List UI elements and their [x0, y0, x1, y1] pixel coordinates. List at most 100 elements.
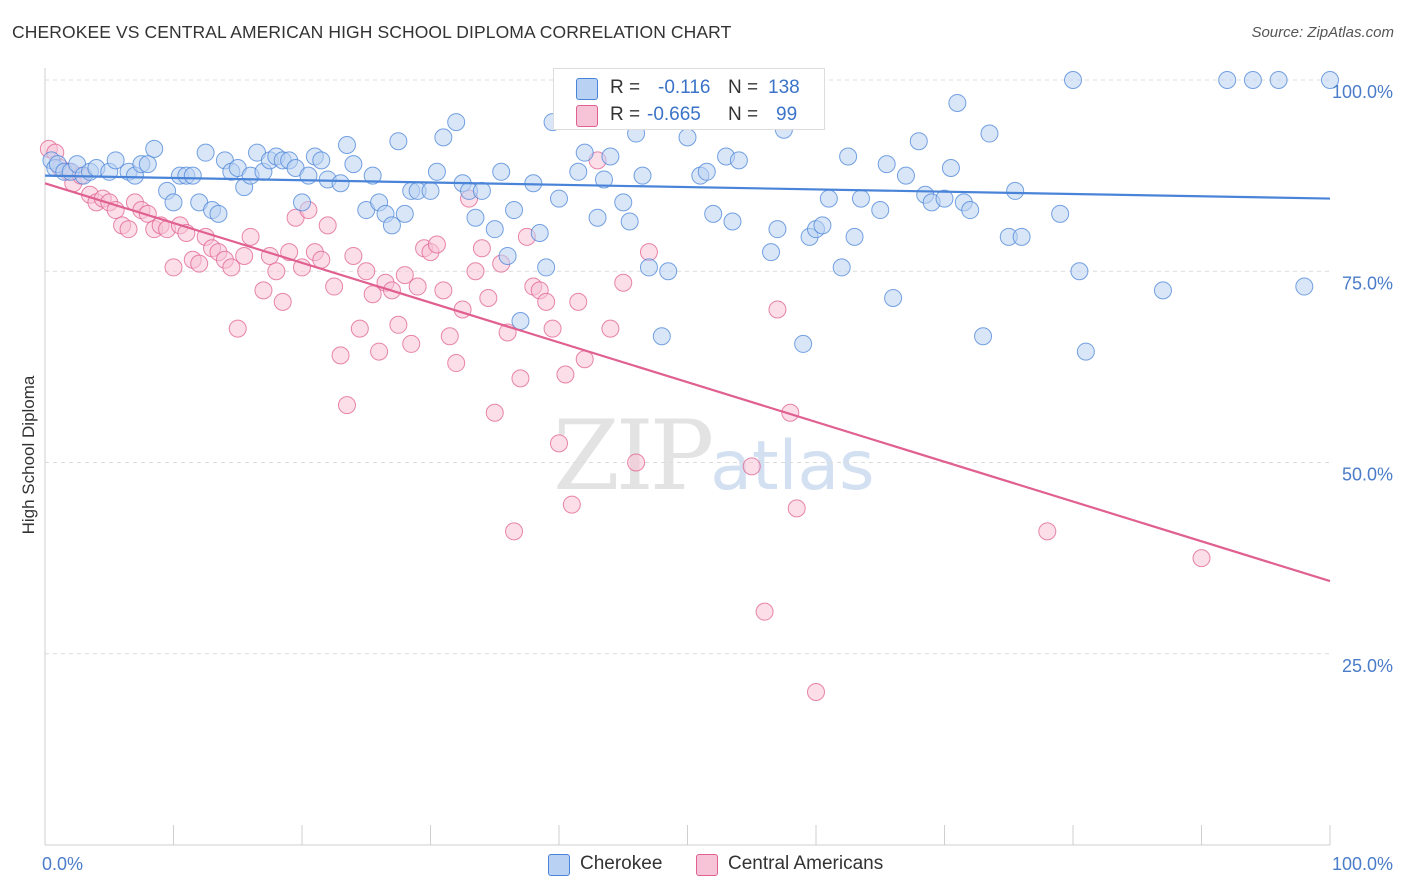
legend-r-value: -0.665: [647, 104, 701, 125]
cherokee-point: [851, 189, 870, 208]
cherokee-point: [1012, 227, 1031, 246]
central-americans-point: [479, 289, 498, 308]
legend-n-value: 99: [776, 104, 798, 125]
central-americans-point: [228, 319, 247, 338]
cherokee-point: [697, 162, 716, 181]
cherokee-point: [877, 155, 896, 174]
cherokee-point: [871, 201, 890, 220]
central-americans-point: [627, 453, 646, 472]
cherokee-point: [941, 158, 960, 177]
central-americans-point: [389, 315, 408, 334]
cherokee-point: [813, 216, 832, 235]
cherokee-point: [594, 170, 613, 189]
central-americans-trend-line: [44, 182, 1331, 583]
cherokee-point: [492, 162, 511, 181]
cherokee-point: [974, 327, 993, 346]
cherokee-point: [485, 220, 504, 239]
central-americans-point: [254, 281, 273, 300]
watermark: ZIPatlas: [553, 400, 875, 512]
x-tick-label: 0.0%: [42, 854, 83, 874]
central-americans-point: [440, 327, 459, 346]
cherokee-point: [337, 136, 356, 155]
cherokee-point: [550, 189, 568, 208]
cherokee-point: [896, 166, 915, 185]
central-americans-point: [408, 277, 427, 296]
cherokee-point: [614, 193, 633, 212]
cherokee-point: [762, 243, 781, 262]
cherokee-point: [832, 258, 851, 277]
cherokee-point: [1153, 281, 1172, 300]
central-americans-point: [768, 300, 787, 319]
central-americans-point: [466, 262, 485, 281]
central-americans-point: [273, 292, 292, 311]
trend-lines: [44, 174, 1331, 583]
cherokee-point: [395, 204, 414, 223]
cherokee-point: [909, 132, 928, 151]
cherokee-point: [530, 224, 549, 242]
legend-swatch-cherokee: [548, 854, 570, 876]
cherokee-point: [723, 212, 742, 231]
cherokee-point: [839, 147, 858, 166]
cherokee-point: [659, 262, 678, 281]
cherokee-point: [209, 204, 228, 223]
central-americans-point: [357, 262, 376, 281]
central-americans-point: [601, 319, 620, 338]
cherokee-point: [794, 334, 813, 353]
cherokee-point: [511, 311, 530, 330]
central-americans-point: [639, 243, 658, 262]
central-americans-point: [325, 277, 344, 296]
central-americans-point: [472, 239, 491, 258]
central-americans-point: [395, 266, 414, 285]
central-americans-point: [138, 204, 157, 223]
chart-title: CHEROKEE VS CENTRAL AMERICAN HIGH SCHOOL…: [12, 22, 732, 42]
central-americans-point: [1192, 549, 1211, 568]
y-tick-label: 100.0%: [1332, 82, 1393, 102]
cherokee-point: [1321, 71, 1339, 89]
axes: [44, 68, 1331, 846]
cherokee-point: [1064, 71, 1082, 89]
central-americans-point: [807, 683, 825, 701]
legend-n-label: N =: [728, 104, 759, 125]
central-americans-point: [312, 250, 331, 269]
legend-swatch-central-americans: [696, 854, 718, 876]
central-americans-point: [350, 319, 369, 338]
central-americans-point: [119, 220, 138, 239]
cherokee-trend-line: [44, 174, 1331, 200]
cherokee-point: [331, 174, 350, 193]
cherokee-point: [588, 208, 607, 227]
cherokee-point: [427, 162, 446, 181]
central-americans-point: [556, 365, 575, 384]
cherokee-point: [935, 189, 954, 208]
y-tick-label: 25.0%: [1342, 656, 1393, 676]
cherokee-point: [299, 166, 318, 185]
y-tick-label: 75.0%: [1342, 273, 1393, 293]
cherokee-point: [1070, 262, 1089, 281]
central-americans-point: [402, 334, 421, 353]
central-americans-point: [1038, 522, 1057, 541]
cherokee-point: [768, 220, 787, 239]
cherokee-point: [1269, 71, 1288, 89]
central-americans-point: [280, 243, 299, 262]
legend-swatch-cherokee: [576, 78, 598, 100]
cherokee-point: [421, 181, 440, 200]
cherokee-point: [447, 113, 466, 132]
cherokee-point: [1076, 342, 1095, 361]
cherokee-point: [678, 128, 697, 147]
central-americans-point: [331, 346, 350, 365]
cherokee-point: [434, 128, 453, 147]
cherokee-point: [980, 124, 999, 143]
central-americans-point: [222, 258, 241, 277]
series-legend: Cherokee Central Americans: [0, 851, 1406, 879]
watermark-atlas: atlas: [710, 427, 875, 506]
central-americans-point: [427, 235, 446, 254]
cherokee-point: [183, 166, 202, 185]
central-americans-point: [164, 258, 183, 277]
cherokee-point: [472, 181, 491, 200]
central-americans-point: [434, 281, 453, 300]
central-americans-point: [569, 292, 588, 311]
legend-n-value: 138: [768, 77, 800, 98]
central-americans-point: [505, 522, 524, 541]
cherokee-point: [845, 227, 864, 246]
y-tick-label: 50.0%: [1342, 465, 1393, 485]
